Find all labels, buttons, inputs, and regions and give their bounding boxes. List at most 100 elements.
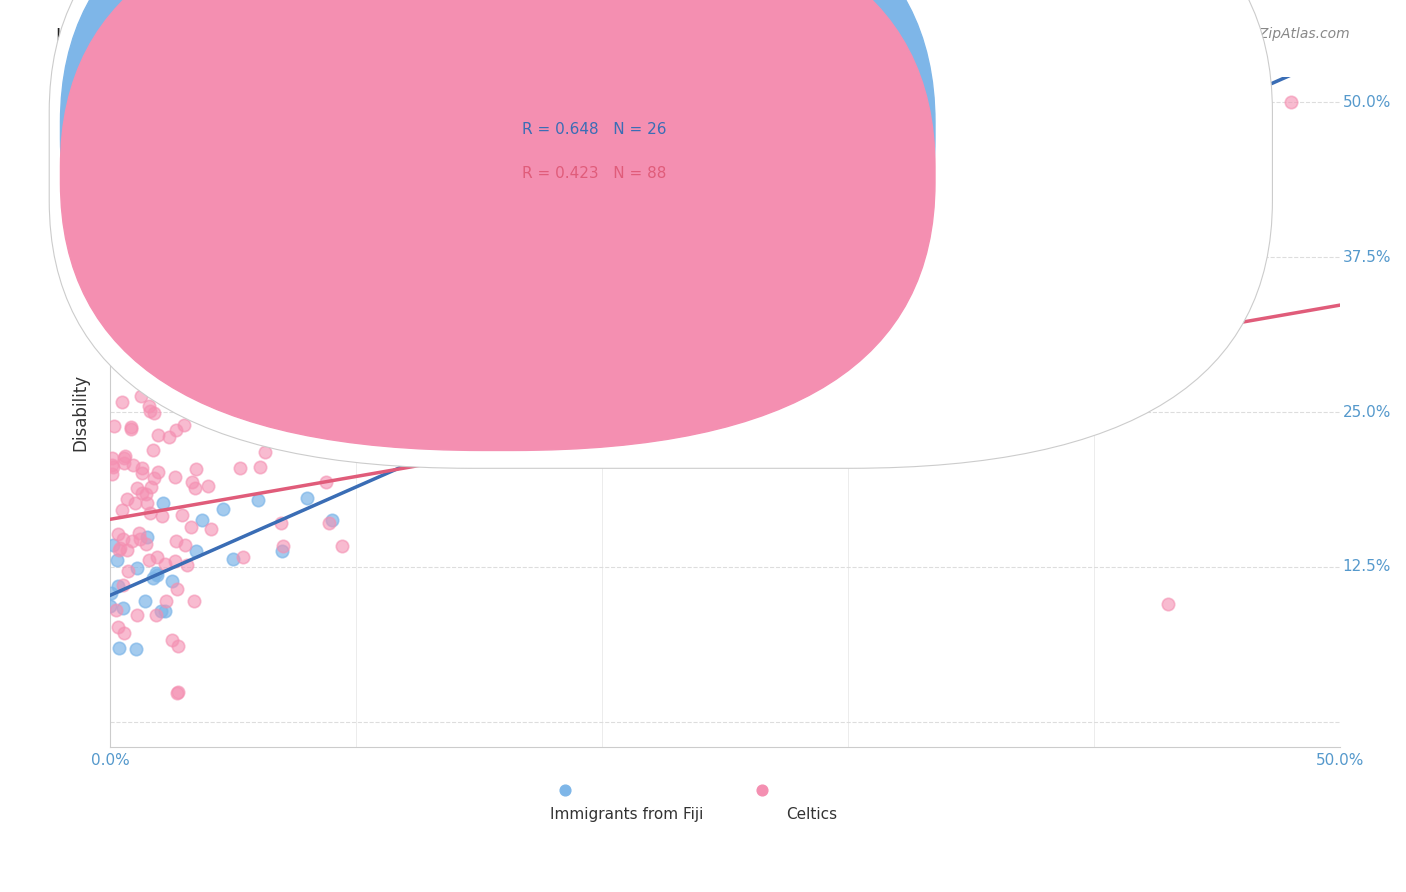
Point [131, 467, 153, 481]
Point [100, 458, 122, 472]
Point [165, 554, 187, 568]
Point [142, 571, 165, 585]
Point [176, 558, 198, 572]
Point [103, 538, 125, 552]
Point [262, 427, 284, 442]
Text: 50.0%: 50.0% [1316, 753, 1364, 768]
Point [146, 567, 169, 582]
Point [138, 553, 160, 567]
Point [107, 620, 129, 634]
Text: 12.5%: 12.5% [1343, 559, 1391, 574]
Point [200, 522, 222, 536]
Point [166, 686, 188, 700]
Point [197, 479, 219, 493]
Point [138, 399, 160, 413]
Point [100, 451, 122, 466]
Point [1010, 796, 1032, 810]
Point [136, 530, 159, 544]
Point [1403, 796, 1406, 810]
Point [173, 417, 195, 432]
Point [222, 551, 245, 566]
Point [112, 578, 135, 592]
Point [160, 574, 183, 589]
Text: ZIPatlas: ZIPatlas [560, 377, 890, 447]
Text: R = 0.423   N = 88: R = 0.423 N = 88 [522, 167, 666, 181]
Point [318, 516, 340, 531]
Point [108, 541, 131, 555]
Point [103, 418, 125, 433]
Point [129, 371, 152, 385]
Point [114, 450, 136, 464]
Point [165, 423, 187, 437]
Point [107, 579, 129, 593]
Point [135, 487, 157, 501]
Point [115, 543, 138, 558]
Point [166, 582, 188, 596]
Point [139, 479, 162, 493]
Point [142, 442, 165, 457]
Point [271, 544, 294, 558]
Point [139, 403, 162, 417]
Point [98, 599, 121, 614]
Point [1279, 95, 1302, 110]
Point [186, 462, 208, 476]
Point [270, 516, 292, 530]
Point [131, 460, 153, 475]
Point [115, 491, 138, 506]
Point [100, 467, 122, 482]
Point [124, 642, 146, 657]
Point [174, 538, 197, 552]
Point [180, 519, 202, 533]
Point [145, 566, 167, 581]
Text: Immigrants from Fiji: Immigrants from Fiji [550, 807, 703, 822]
Point [315, 475, 337, 490]
Y-axis label: Disability: Disability [72, 374, 89, 450]
Point [249, 459, 271, 474]
Point [172, 508, 194, 523]
Text: R = 0.648   N = 26: R = 0.648 N = 26 [522, 122, 666, 136]
Point [157, 430, 180, 444]
Point [100, 586, 122, 600]
Point [254, 444, 277, 458]
Point [295, 491, 318, 505]
Point [135, 496, 157, 510]
Point [149, 387, 172, 401]
Point [142, 470, 165, 484]
Point [111, 394, 134, 409]
Point [104, 602, 127, 616]
Point [125, 561, 148, 575]
Point [120, 422, 142, 436]
Point [246, 492, 269, 507]
Point [139, 506, 162, 520]
Point [150, 508, 173, 523]
Point [127, 481, 149, 495]
Point [212, 502, 235, 516]
Point [131, 486, 153, 500]
Point [153, 604, 176, 618]
Point [148, 466, 170, 480]
Point [122, 458, 145, 473]
Text: 0.0%: 0.0% [91, 753, 129, 768]
Point [112, 456, 135, 470]
Text: Source: ZipAtlas.com: Source: ZipAtlas.com [1202, 27, 1350, 41]
Point [117, 564, 139, 578]
Point [121, 534, 143, 549]
Point [232, 550, 254, 565]
Point [143, 406, 166, 420]
Point [145, 608, 167, 623]
Point [180, 475, 202, 489]
Point [135, 536, 157, 550]
Point [165, 470, 187, 484]
Text: 50.0%: 50.0% [1343, 95, 1391, 110]
Text: IMMIGRANTS FROM FIJI VS CELTIC DISABILITY CORRELATION CHART: IMMIGRANTS FROM FIJI VS CELTIC DISABILIT… [56, 27, 661, 45]
Point [112, 450, 135, 465]
Point [101, 460, 124, 475]
Point [183, 594, 205, 608]
Point [112, 532, 135, 546]
Point [166, 639, 188, 653]
Point [146, 428, 169, 442]
Point [160, 632, 183, 647]
Point [321, 512, 343, 526]
Text: Celtics: Celtics [786, 807, 837, 822]
Point [112, 626, 135, 640]
